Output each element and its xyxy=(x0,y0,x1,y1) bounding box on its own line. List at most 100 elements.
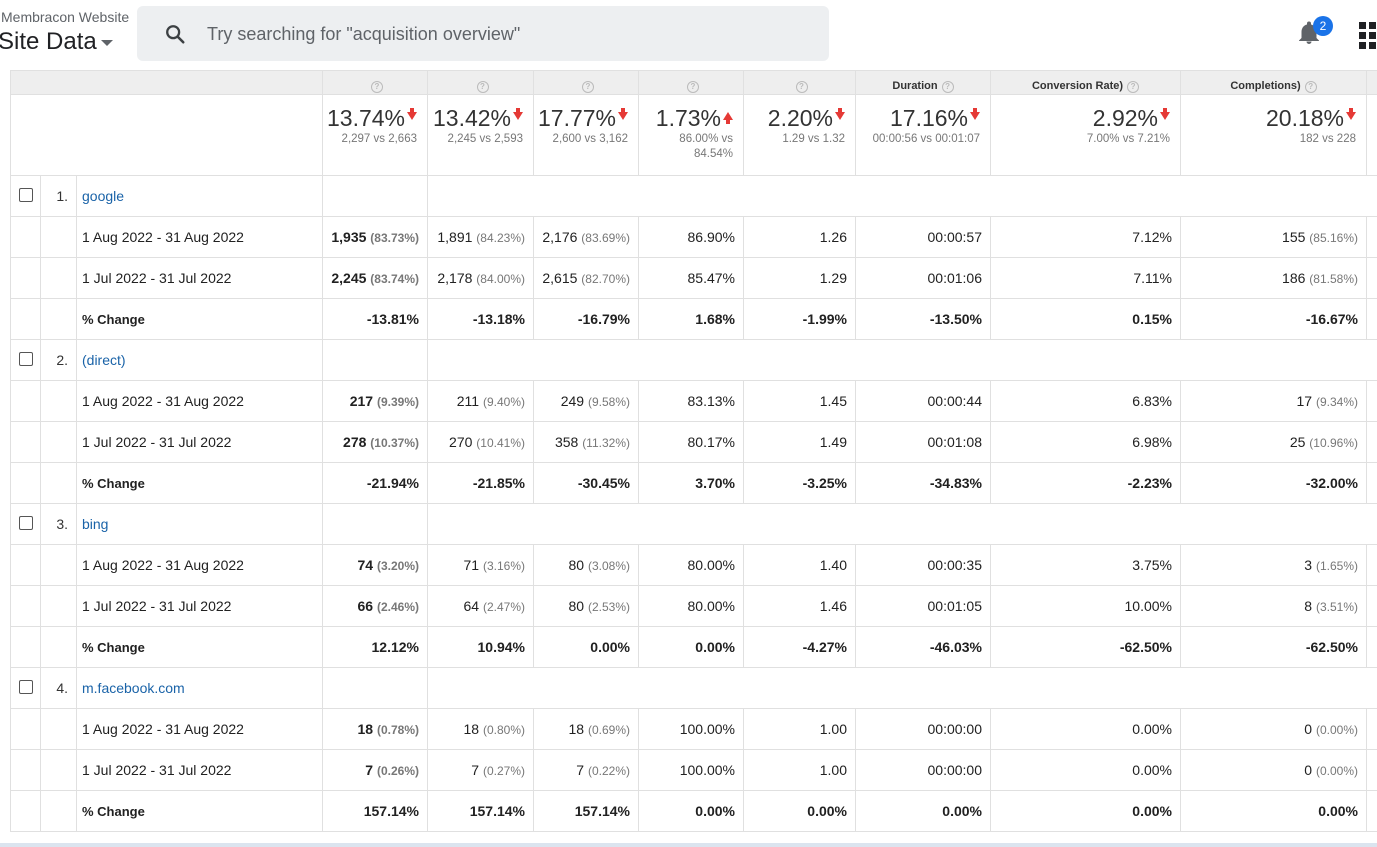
metric-share: (84.23%) xyxy=(476,231,525,245)
column-header-2[interactable]: ? xyxy=(427,70,534,95)
summary-percent: 17.16% xyxy=(856,105,980,131)
column-header-5[interactable]: ? xyxy=(743,70,856,95)
column-header-4[interactable]: ? xyxy=(638,70,744,95)
help-icon[interactable]: ? xyxy=(687,81,699,93)
column-header-6[interactable]: Duration? xyxy=(855,70,991,95)
metric-cell: 8 (3.51%) xyxy=(1180,585,1367,627)
overflow-cell xyxy=(1366,421,1377,463)
source-link[interactable]: m.facebook.com xyxy=(82,680,185,696)
metric-cell: 00:00:44 xyxy=(855,380,991,422)
metric-cell: 80.00% xyxy=(638,585,744,627)
metric-share: (10.41%) xyxy=(476,436,525,450)
empty-cell xyxy=(10,708,41,750)
column-header-1[interactable]: ? xyxy=(322,70,428,95)
view-selector[interactable]: Site Data xyxy=(0,28,113,56)
metric-value: 100.00% xyxy=(679,721,735,737)
help-icon[interactable]: ? xyxy=(371,81,383,93)
metric-cell: 1.00 xyxy=(743,749,856,791)
source-cell: bing xyxy=(76,503,323,545)
metric-cell: -16.79% xyxy=(533,298,639,340)
empty-cell xyxy=(427,667,1377,709)
source-row[interactable]: 4. m.facebook.com xyxy=(10,667,1377,709)
metric-value: -13.50% xyxy=(929,311,982,327)
metric-cell: 3 (1.65%) xyxy=(1180,544,1367,586)
metric-cell: 10.94% xyxy=(427,626,534,668)
column-header-label: Conversion Rate) xyxy=(1031,80,1124,92)
date-range-row: 1 Aug 2022 - 31 Aug 2022 1,935 (83.73%) 1,… xyxy=(10,216,1377,258)
metric-cell: 17 (9.34%) xyxy=(1180,380,1367,422)
help-icon[interactable]: ? xyxy=(1304,81,1317,93)
source-row[interactable]: 1. google xyxy=(10,175,1377,217)
summary-percent: 13.74% xyxy=(323,105,417,131)
metric-cell: 0.15% xyxy=(990,298,1181,340)
metric-cell: 100.00% xyxy=(638,749,744,791)
metric-share: (83.74%) xyxy=(370,272,419,286)
metric-value: 1.00 xyxy=(819,721,847,737)
metric-cell: 0 (0.00%) xyxy=(1180,749,1367,791)
summary-percent-value: 17.77% xyxy=(537,105,616,131)
view-name: Site Data xyxy=(0,28,97,55)
metric-cell: -3.25% xyxy=(743,462,856,504)
empty-cell xyxy=(10,626,41,668)
row-label: 1 Jul 2022 - 31 Jul 2022 xyxy=(76,749,323,791)
metric-cell: 85.47% xyxy=(638,257,744,299)
summary-percent: 20.18% xyxy=(1181,105,1356,131)
source-row[interactable]: 3. bing xyxy=(10,503,1377,545)
metric-cell: 0.00% xyxy=(855,790,991,832)
metric-cell: 1.46 xyxy=(743,585,856,627)
metric-value: 80 xyxy=(568,598,585,614)
summary-percent: 17.77% xyxy=(534,105,628,131)
date-range-row: 1 Aug 2022 - 31 Aug 2022 74 (3.20%) 71 (3.… xyxy=(10,544,1377,586)
row-checkbox[interactable] xyxy=(18,351,33,366)
metric-value: 278 xyxy=(343,434,367,450)
metric-value: 7.11% xyxy=(1133,270,1172,286)
summary-percent-value: 2.92% xyxy=(1092,105,1158,131)
row-checkbox[interactable] xyxy=(18,515,33,530)
metric-value: 1.29 xyxy=(819,270,847,286)
metric-cell: 7.11% xyxy=(990,257,1181,299)
metric-cell: 66 (2.46%) xyxy=(322,585,428,627)
help-icon[interactable]: ? xyxy=(795,81,808,93)
help-icon[interactable]: ? xyxy=(476,81,489,93)
metric-cell: -1.99% xyxy=(743,298,856,340)
metric-value: 1.68% xyxy=(695,311,735,327)
source-link[interactable]: (direct) xyxy=(82,352,126,368)
metric-share: (0.00%) xyxy=(1315,764,1358,778)
metric-cell: 80.00% xyxy=(638,544,744,586)
search-bar[interactable] xyxy=(137,6,829,61)
column-header-3[interactable]: ? xyxy=(533,70,639,95)
help-icon[interactable]: ? xyxy=(582,81,594,93)
summary-comparison: 2,245 vs 2,593 xyxy=(447,133,523,145)
apps-grid-icon[interactable] xyxy=(1359,22,1377,49)
source-row[interactable]: 2. (direct) xyxy=(10,339,1377,381)
column-header-8[interactable]: Completions)? xyxy=(1180,70,1367,95)
metric-cell: -13.18% xyxy=(427,298,534,340)
metric-cell: -13.50% xyxy=(855,298,991,340)
row-select-cell xyxy=(10,667,41,709)
metric-cell: 71 (3.16%) xyxy=(427,544,534,586)
metric-share: (10.37%) xyxy=(370,436,419,450)
empty-cell xyxy=(322,667,428,709)
metric-cell: 0.00% xyxy=(990,790,1181,832)
search-input[interactable] xyxy=(205,18,809,50)
empty-cell xyxy=(40,298,77,340)
search-icon xyxy=(166,25,185,44)
row-checkbox[interactable] xyxy=(18,187,33,202)
column-header-7[interactable]: Conversion Rate)? xyxy=(990,70,1181,95)
metric-value: 25 xyxy=(1289,434,1306,450)
source-link[interactable]: google xyxy=(82,188,125,204)
help-icon[interactable]: ? xyxy=(1127,81,1140,93)
metric-value: 83.13% xyxy=(687,393,735,409)
summary-percent-value: 20.18% xyxy=(1265,105,1344,131)
help-icon[interactable]: ? xyxy=(941,81,954,93)
row-checkbox[interactable] xyxy=(18,679,33,694)
source-link[interactable]: bing xyxy=(82,516,109,532)
metric-value: 0 xyxy=(1304,721,1313,737)
metric-cell: 0.00% xyxy=(533,626,639,668)
metric-value: 157.14% xyxy=(363,803,419,819)
metric-cell: 157.14% xyxy=(533,790,639,832)
empty-cell xyxy=(40,257,77,299)
metric-cell: 80 (2.53%) xyxy=(533,585,639,627)
metric-cell: 1,935 (83.73%) xyxy=(322,216,428,258)
row-label: 1 Jul 2022 - 31 Jul 2022 xyxy=(76,421,323,463)
